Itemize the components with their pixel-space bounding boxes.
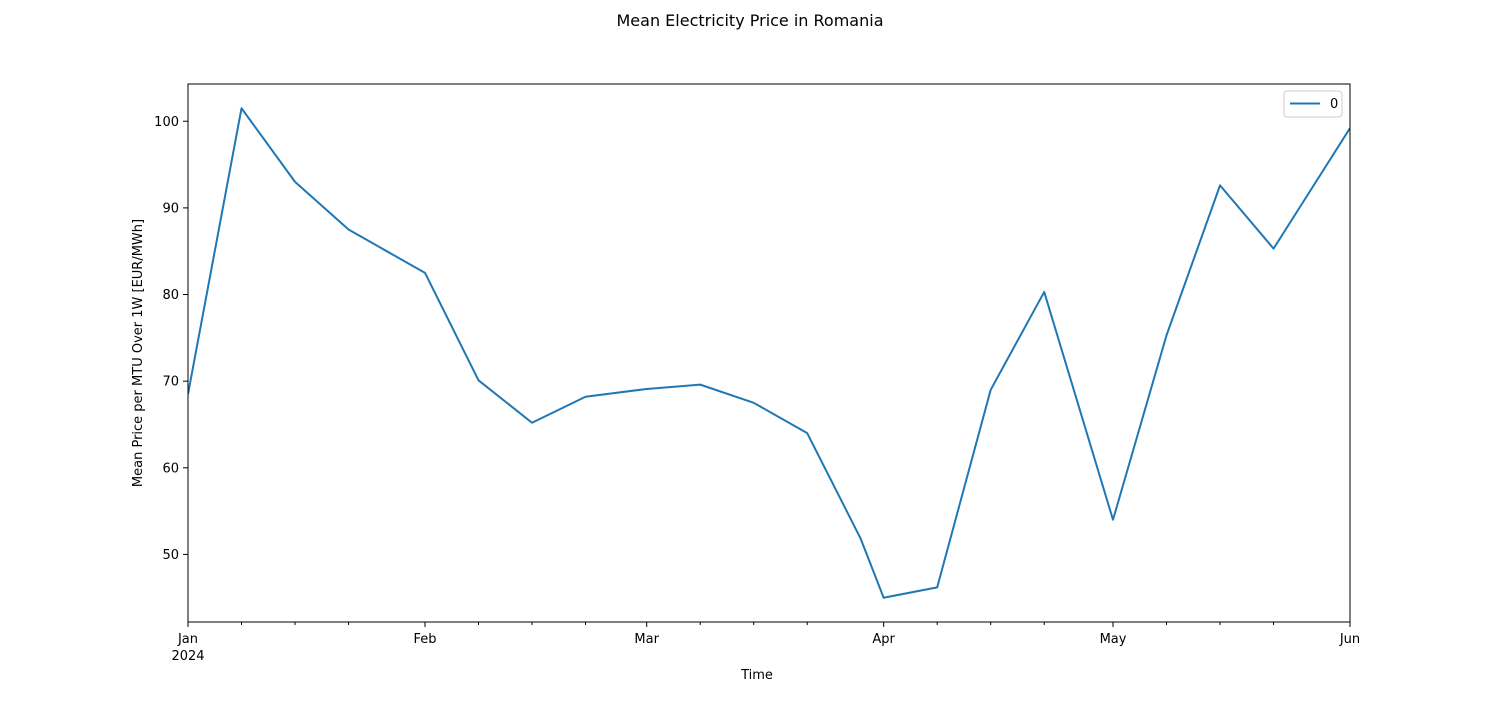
series-line [188,107,1350,599]
y-tick-label: 70 [162,375,179,390]
x-tick-label: Jun [1339,632,1360,647]
chart-title: Mean Electricity Price in Romania [616,11,884,30]
plot-frame [187,83,1351,623]
x-tick-label: Jan [177,632,198,647]
x-tick-label: Feb [413,632,436,647]
legend-entry-label: 0 [1330,97,1338,112]
x-tick-label: Apr [872,632,895,647]
y-tick-label: 90 [162,201,179,216]
y-tick-label: 80 [162,288,179,303]
y-tick-label: 100 [154,115,179,130]
y-tick-label: 60 [162,461,179,476]
y-axis-label: Mean Price per MTU Over 1W [EUR/MWh] [131,219,146,487]
x-tick-label: Mar [634,632,659,647]
x-tick-label: May [1100,632,1127,647]
x-tick-sublabel: 2024 [171,649,204,664]
x-axis-label: Time [740,668,773,683]
y-tick-label: 50 [162,548,179,563]
